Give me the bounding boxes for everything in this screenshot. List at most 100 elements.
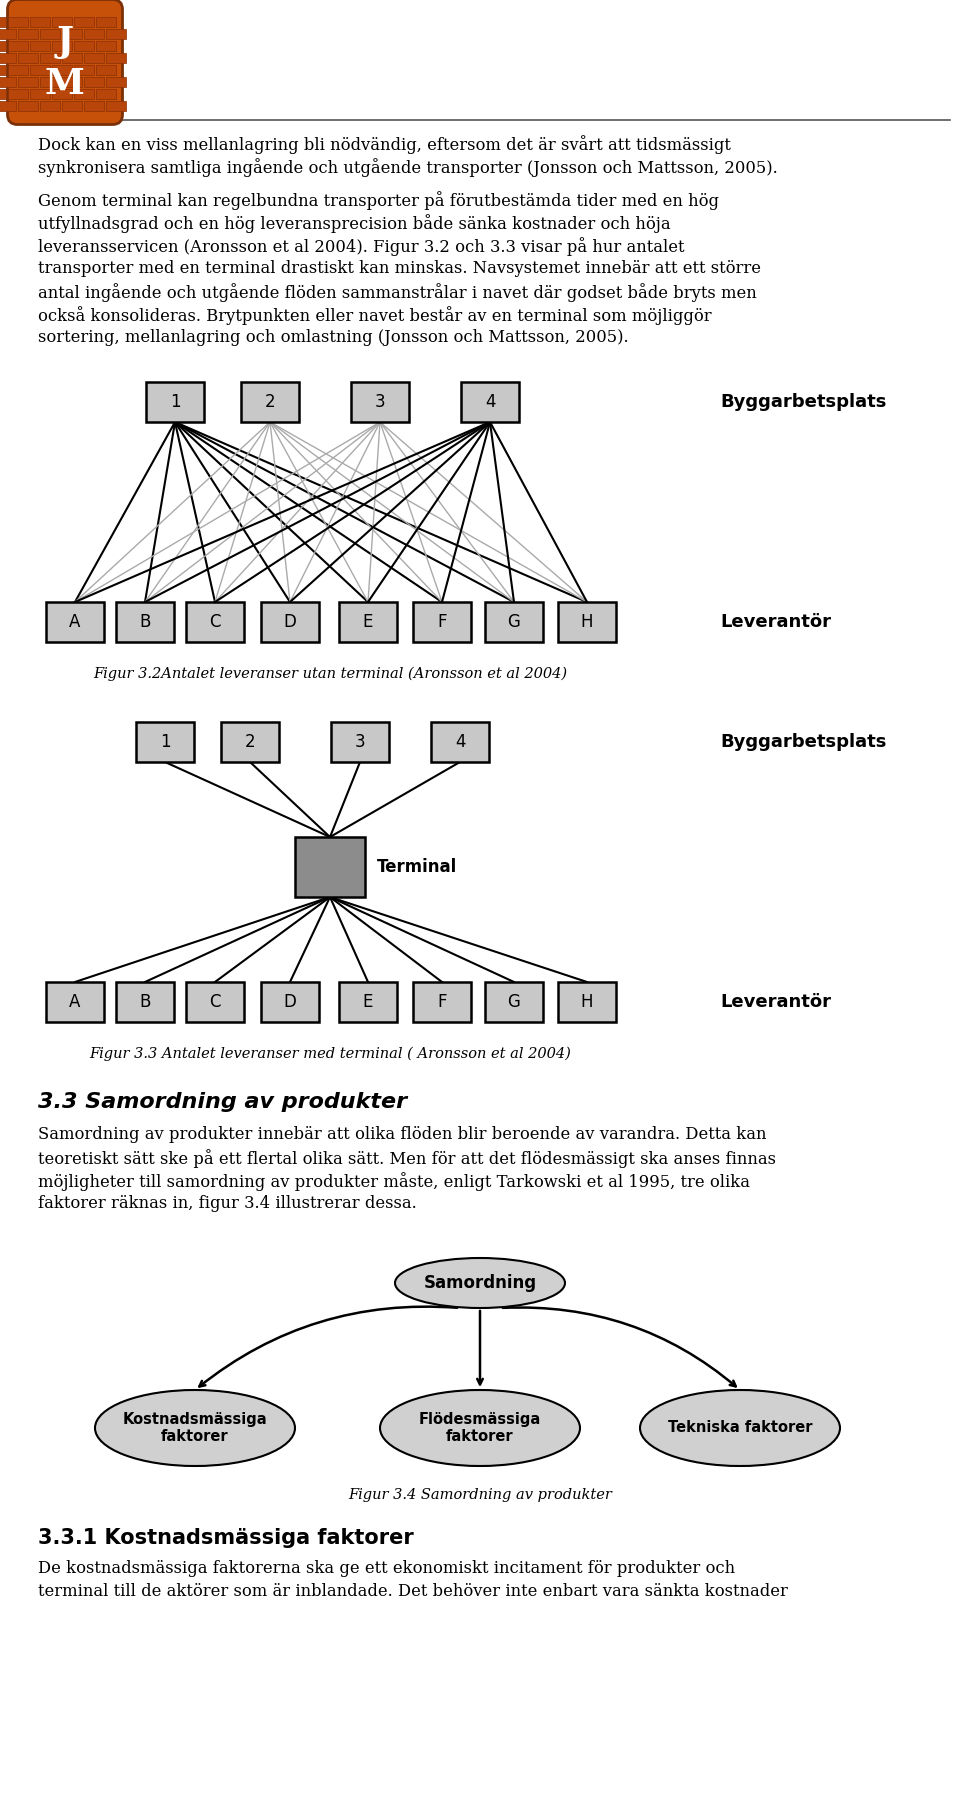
Text: leveransservicen (Aronsson et al 2004). Figur 3.2 och 3.3 visar på hur antalet: leveransservicen (Aronsson et al 2004). … (38, 236, 684, 256)
Bar (8, 89, 28, 100)
Bar (62, 53, 82, 64)
Bar (485, 981, 543, 1021)
Bar (106, 78, 126, 87)
Bar (52, 65, 72, 76)
Bar (40, 29, 60, 40)
Text: B: B (139, 994, 151, 1010)
Bar (30, 18, 50, 27)
Bar (0, 89, 6, 100)
Bar (136, 721, 194, 761)
Bar (8, 18, 28, 27)
Text: Byggarbetsplats: Byggarbetsplats (720, 392, 886, 411)
Text: Samordning av produkter innebär att olika flöden blir beroende av varandra. Dett: Samordning av produkter innebär att olik… (38, 1127, 766, 1143)
Bar (339, 601, 397, 641)
Bar (186, 601, 244, 641)
Bar (46, 981, 104, 1021)
Text: F: F (437, 994, 446, 1010)
Text: 3.3 Samordning av produkter: 3.3 Samordning av produkter (38, 1092, 407, 1112)
Text: E: E (363, 994, 373, 1010)
Bar (106, 29, 126, 40)
Bar (0, 53, 16, 64)
Bar (84, 29, 104, 40)
Bar (0, 65, 6, 76)
Text: antal ingående och utgående flöden sammanstrålar i navet där godset både bryts m: antal ingående och utgående flöden samma… (38, 283, 756, 302)
Bar (30, 65, 50, 76)
Text: Samordning: Samordning (423, 1274, 537, 1292)
Text: 2: 2 (265, 392, 276, 411)
Bar (8, 65, 28, 76)
Text: A: A (69, 994, 81, 1010)
Text: 4: 4 (485, 392, 495, 411)
Bar (96, 18, 116, 27)
Bar (0, 42, 6, 51)
Bar (413, 981, 471, 1021)
Text: 1: 1 (159, 732, 170, 750)
Bar (461, 382, 519, 422)
Text: Leverantör: Leverantör (720, 612, 831, 630)
Text: transporter med en terminal drastiskt kan minskas. Navsystemet innebär att ett s: transporter med en terminal drastiskt ka… (38, 260, 761, 276)
Bar (0, 78, 16, 87)
Text: Kostnadsmässiga
faktorer: Kostnadsmässiga faktorer (123, 1412, 267, 1445)
Bar (40, 53, 60, 64)
Bar (30, 89, 50, 100)
Text: G: G (508, 994, 520, 1010)
FancyBboxPatch shape (8, 0, 123, 125)
Bar (8, 42, 28, 51)
Bar (413, 601, 471, 641)
Text: också konsolideras. Brytpunkten eller navet består av en terminal som möjliggör: också konsolideras. Brytpunkten eller na… (38, 305, 711, 325)
Bar (18, 102, 38, 111)
Bar (241, 382, 299, 422)
Bar (339, 981, 397, 1021)
Text: Terminal: Terminal (377, 858, 457, 876)
Ellipse shape (640, 1390, 840, 1466)
Text: Figur 3.3 Antalet leveranser med terminal ( Aronsson et al 2004): Figur 3.3 Antalet leveranser med termina… (89, 1047, 571, 1061)
Bar (40, 78, 60, 87)
Bar (96, 65, 116, 76)
Text: Leverantör: Leverantör (720, 994, 831, 1010)
Bar (84, 102, 104, 111)
Text: Byggarbetsplats: Byggarbetsplats (720, 732, 886, 750)
Bar (186, 981, 244, 1021)
Bar (18, 78, 38, 87)
Bar (106, 53, 126, 64)
Text: 3.3.1 Kostnadsmässiga faktorer: 3.3.1 Kostnadsmässiga faktorer (38, 1528, 414, 1548)
Text: H: H (581, 612, 593, 630)
Text: C: C (209, 612, 221, 630)
Text: 2: 2 (245, 732, 255, 750)
Bar (74, 89, 94, 100)
Text: H: H (581, 994, 593, 1010)
Bar (18, 53, 38, 64)
Bar (106, 102, 126, 111)
Text: E: E (363, 612, 373, 630)
Bar (40, 102, 60, 111)
Bar (0, 29, 16, 40)
Text: Tekniska faktorer: Tekniska faktorer (668, 1421, 812, 1435)
Bar (84, 53, 104, 64)
Text: Genom terminal kan regelbundna transporter på förutbestämda tider med en hög: Genom terminal kan regelbundna transport… (38, 191, 719, 211)
Text: teoretiskt sätt ske på ett flertal olika sätt. Men för att det flödesmässigt ska: teoretiskt sätt ske på ett flertal olika… (38, 1148, 776, 1168)
Bar (221, 721, 279, 761)
Bar (46, 601, 104, 641)
Bar (52, 42, 72, 51)
Ellipse shape (380, 1390, 580, 1466)
Bar (0, 102, 16, 111)
Text: Dock kan en viss mellanlagring bli nödvändig, eftersom det är svårt att tidsmäss: Dock kan en viss mellanlagring bli nödvä… (38, 134, 731, 154)
Bar (18, 29, 38, 40)
Bar (261, 981, 319, 1021)
Bar (351, 382, 409, 422)
Bar (52, 18, 72, 27)
Bar (74, 18, 94, 27)
Ellipse shape (95, 1390, 295, 1466)
Bar (295, 838, 365, 898)
Text: F: F (437, 612, 446, 630)
Bar (84, 78, 104, 87)
Bar (485, 601, 543, 641)
Text: 4: 4 (455, 732, 466, 750)
Text: J: J (57, 25, 74, 58)
Text: utfyllnadsgrad och en hög leveransprecision både sänka kostnader och höja: utfyllnadsgrad och en hög leveransprecis… (38, 214, 671, 233)
Bar (74, 65, 94, 76)
Text: möjligheter till samordning av produkter måste, enligt Tarkowski et al 1995, tre: möjligheter till samordning av produkter… (38, 1172, 750, 1190)
Bar (116, 981, 174, 1021)
Bar (558, 601, 616, 641)
Text: B: B (139, 612, 151, 630)
